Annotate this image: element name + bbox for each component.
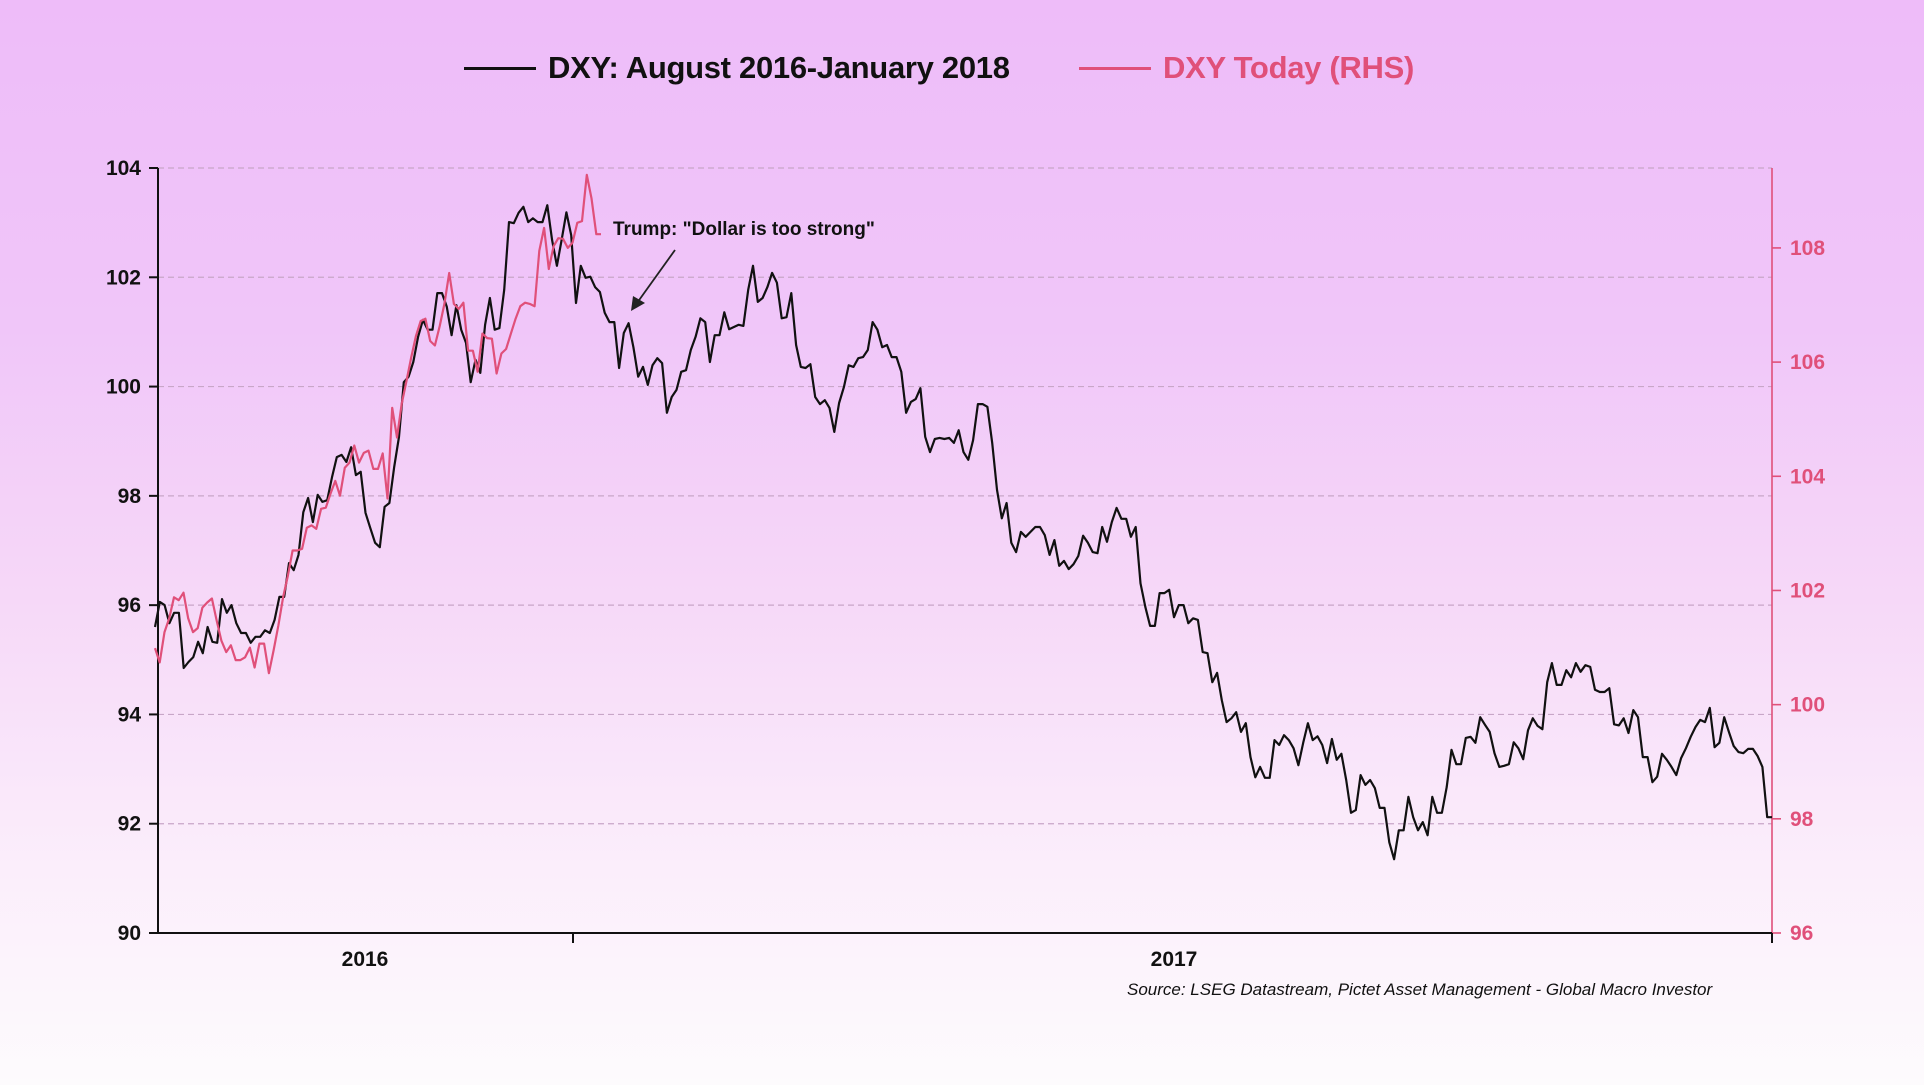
left-axis-tick-label: 94 [118,703,142,726]
series-line-dxy-today [153,173,601,675]
axes: 90 92 94 96 98 100 102 104 96 98 100 102 104 106 108 20… [106,157,1825,971]
left-axis-tick-label: 98 [118,485,142,508]
legend-line-black-icon [464,66,536,70]
left-axis-tick-label: 92 [118,813,141,836]
legend-label: DXY: August 2016-January 2018 [548,50,1010,85]
chart-legend: DXY: August 2016-January 2018 DXY Today … [0,50,1924,100]
left-axis-tick-label: 96 [118,594,141,617]
series-line-dxy-2016-2018 [153,204,1772,861]
gridlines [158,167,1772,825]
x-axis-tick-label: 2016 [342,948,389,971]
left-axis-tick-label: 90 [118,922,141,945]
annotation: Trump: "Dollar is too strong" [613,219,875,311]
annotation-arrow-icon [636,249,676,304]
source-note: Source: LSEG Datastream, Pictet Asset Ma… [1127,980,1713,999]
left-axis-tick-label: 104 [106,157,141,180]
right-axis-tick-label: 104 [1790,465,1825,488]
left-axis-tick-label: 102 [106,266,141,289]
right-axis-tick-label: 100 [1790,694,1825,717]
right-axis-tick-label: 106 [1790,351,1825,374]
legend-item-dxy-today: DXY Today (RHS) [1079,50,1414,86]
series-lines [153,173,1772,861]
right-axis-tick-label: 98 [1790,808,1814,831]
legend-line-red-icon [1079,66,1151,70]
annotation-text: Trump: "Dollar is too strong" [613,219,875,240]
x-axis-tick-label: 2017 [1151,948,1198,971]
legend-item-dxy-2016-2018: DXY: August 2016-January 2018 [464,50,1010,86]
right-axis-tick-label: 108 [1790,237,1825,260]
arrowhead-icon [631,296,645,311]
right-axis-tick-label: 102 [1790,579,1825,602]
legend-label: DXY Today (RHS) [1163,50,1414,85]
right-axis-tick-label: 96 [1790,922,1813,945]
left-axis-tick-label: 100 [106,376,141,399]
